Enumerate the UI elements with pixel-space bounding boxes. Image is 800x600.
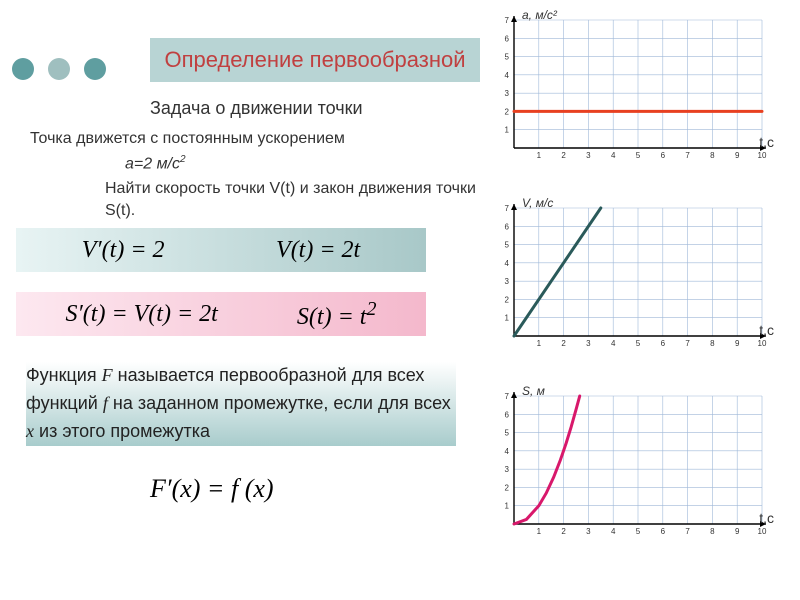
svg-text:6: 6 bbox=[661, 339, 666, 348]
svg-text:2: 2 bbox=[505, 107, 510, 116]
svg-text:5: 5 bbox=[505, 429, 510, 438]
def-t4: из этого промежутка bbox=[39, 421, 210, 441]
svg-text:1: 1 bbox=[537, 339, 542, 348]
chart-a-ylabel: a, м/с² bbox=[522, 8, 557, 22]
dot-2 bbox=[48, 58, 70, 80]
svg-text:4: 4 bbox=[505, 447, 510, 456]
svg-text:5: 5 bbox=[636, 151, 641, 160]
decor-dots bbox=[12, 58, 106, 80]
svg-text:5: 5 bbox=[505, 53, 510, 62]
svg-text:7: 7 bbox=[505, 204, 510, 213]
problem-line-2: Найти скорость точки V(t) и закон движен… bbox=[105, 178, 485, 221]
svg-text:7: 7 bbox=[685, 527, 690, 536]
def-F: F bbox=[102, 365, 113, 385]
svg-text:9: 9 bbox=[735, 527, 740, 536]
equation-row-1: V′(t) = 2 V(t) = 2t bbox=[16, 228, 426, 272]
svg-text:6: 6 bbox=[661, 151, 666, 160]
eq2-right-base: S(t) = t bbox=[297, 304, 367, 330]
svg-text:5: 5 bbox=[636, 527, 641, 536]
svg-text:3: 3 bbox=[505, 89, 510, 98]
svg-text:6: 6 bbox=[505, 222, 510, 231]
svg-text:8: 8 bbox=[710, 339, 715, 348]
eq2-left: S′(t) = V(t) = 2t bbox=[66, 301, 218, 328]
svg-text:7: 7 bbox=[685, 151, 690, 160]
accel-exponent: 2 bbox=[180, 154, 186, 165]
svg-text:8: 8 bbox=[710, 527, 715, 536]
chart-a-xlabel: t,c bbox=[759, 134, 774, 150]
eq1-left: V′(t) = 2 bbox=[82, 237, 165, 264]
dot-1 bbox=[12, 58, 34, 80]
def-t1: Функция bbox=[26, 365, 102, 385]
svg-text:4: 4 bbox=[611, 339, 616, 348]
eq2-right: S(t) = t2 bbox=[297, 298, 377, 331]
final-equation: F′(x) = f (x) bbox=[150, 474, 274, 504]
svg-text:7: 7 bbox=[685, 339, 690, 348]
acceleration-text: a=2 м/с bbox=[125, 155, 180, 172]
svg-text:2: 2 bbox=[561, 339, 566, 348]
svg-text:4: 4 bbox=[505, 259, 510, 268]
chart-v-xlabel: t,c bbox=[759, 322, 774, 338]
svg-text:1: 1 bbox=[505, 314, 510, 323]
svg-text:9: 9 bbox=[735, 151, 740, 160]
acceleration-eq: a=2 м/с2 bbox=[125, 154, 186, 173]
svg-text:6: 6 bbox=[661, 527, 666, 536]
subtitle: Задача о движении точки bbox=[150, 98, 363, 119]
chart-v-ylabel: V, м/с bbox=[522, 196, 553, 210]
svg-text:6: 6 bbox=[505, 34, 510, 43]
svg-text:4: 4 bbox=[611, 151, 616, 160]
svg-text:2: 2 bbox=[505, 295, 510, 304]
svg-text:4: 4 bbox=[611, 527, 616, 536]
def-t3: на заданном промежутке, если для всех bbox=[113, 393, 451, 413]
svg-text:10: 10 bbox=[758, 527, 767, 536]
svg-text:1: 1 bbox=[505, 502, 510, 511]
svg-text:2: 2 bbox=[561, 527, 566, 536]
svg-text:9: 9 bbox=[735, 339, 740, 348]
svg-text:4: 4 bbox=[505, 71, 510, 80]
dot-3 bbox=[84, 58, 106, 80]
svg-text:6: 6 bbox=[505, 410, 510, 419]
definition-text: Функция F называется первообразной для в… bbox=[26, 362, 456, 446]
page-title-text: Определение первообразной bbox=[164, 47, 465, 73]
svg-text:10: 10 bbox=[758, 339, 767, 348]
svg-text:3: 3 bbox=[505, 465, 510, 474]
eq2-right-sup: 2 bbox=[366, 298, 376, 320]
chart-velocity: V, м/с t,c 123456789101234567 bbox=[490, 196, 770, 356]
svg-text:3: 3 bbox=[586, 527, 591, 536]
svg-text:1: 1 bbox=[505, 126, 510, 135]
chart-s-ylabel: S, м bbox=[522, 384, 545, 398]
chart-acceleration: a, м/с² t,c 123456789101234567 bbox=[490, 8, 770, 168]
svg-text:3: 3 bbox=[505, 277, 510, 286]
svg-text:1: 1 bbox=[537, 151, 542, 160]
chart-position: S, м t,c 123456789101234567 bbox=[490, 384, 770, 544]
svg-text:3: 3 bbox=[586, 339, 591, 348]
def-f: f bbox=[103, 393, 108, 413]
chart-s-xlabel: t,c bbox=[759, 510, 774, 526]
svg-text:10: 10 bbox=[758, 151, 767, 160]
svg-text:2: 2 bbox=[505, 483, 510, 492]
svg-text:5: 5 bbox=[636, 339, 641, 348]
page-title: Определение первообразной bbox=[150, 38, 480, 82]
svg-text:2: 2 bbox=[561, 151, 566, 160]
svg-text:3: 3 bbox=[586, 151, 591, 160]
svg-text:8: 8 bbox=[710, 151, 715, 160]
equation-row-2: S′(t) = V(t) = 2t S(t) = t2 bbox=[16, 292, 426, 336]
svg-text:1: 1 bbox=[537, 527, 542, 536]
problem-line-1: Точка движется с постоянным ускорением bbox=[30, 130, 380, 148]
svg-text:7: 7 bbox=[505, 392, 510, 401]
eq1-right: V(t) = 2t bbox=[276, 237, 360, 264]
svg-text:5: 5 bbox=[505, 241, 510, 250]
def-x: x bbox=[26, 421, 34, 441]
svg-text:7: 7 bbox=[505, 16, 510, 25]
